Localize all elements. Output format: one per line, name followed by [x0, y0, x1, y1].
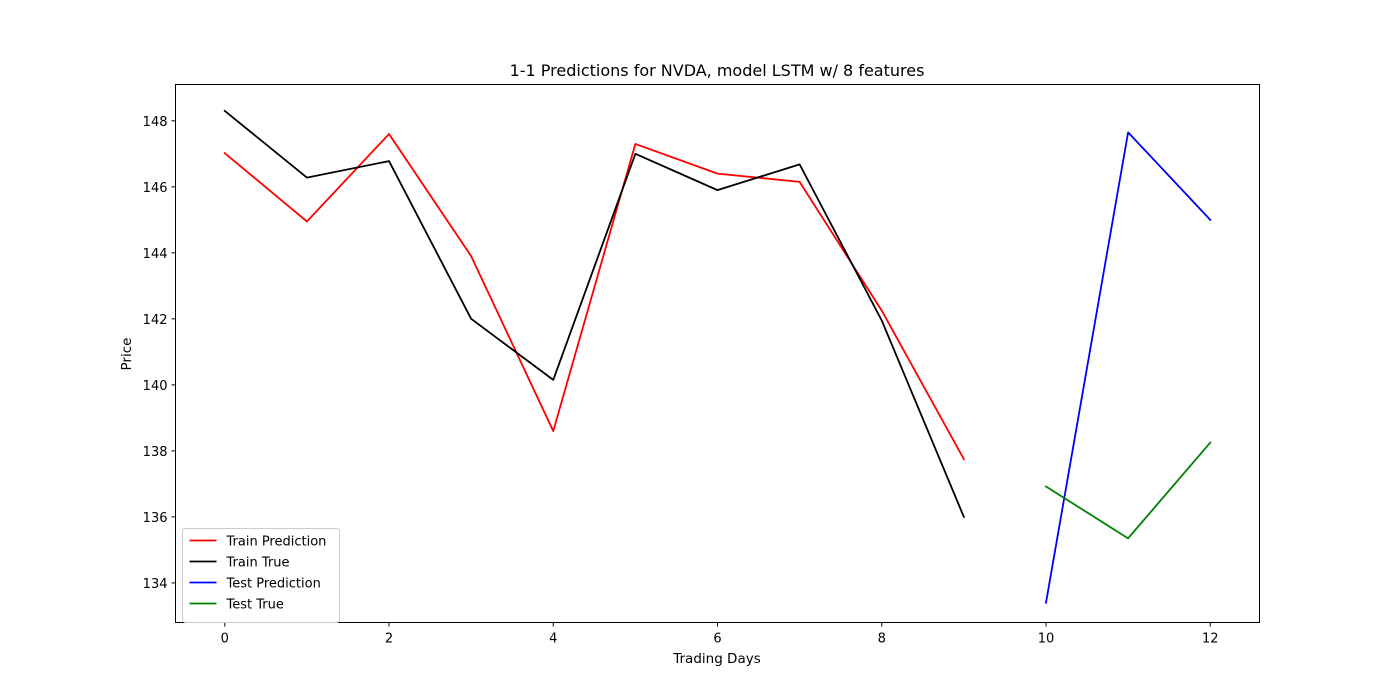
- legend-label-2: Test Prediction: [226, 577, 321, 592]
- y-tick-label: 138: [143, 445, 168, 460]
- legend-label-0: Train Prediction: [226, 535, 327, 550]
- x-tick-label: 12: [1202, 632, 1219, 647]
- y-tick-label: 140: [143, 379, 168, 394]
- y-axis-label: Price: [119, 338, 135, 371]
- legend-label-3: Test True: [226, 598, 284, 613]
- x-tick-label: 4: [549, 632, 557, 647]
- axis-ticks: 0 2 4 6 8 10 12 134 136 138 140 142 144 146 148: [143, 115, 1219, 647]
- y-tick-label: 144: [143, 247, 168, 262]
- legend-label-1: Train True: [226, 556, 290, 571]
- series-layer: [223, 109, 1212, 604]
- legend-box: [182, 528, 340, 623]
- y-tick-label: 134: [143, 577, 168, 592]
- series-line-0: [223, 133, 966, 461]
- x-tick-label: 8: [878, 632, 886, 647]
- y-tick-label: 148: [143, 115, 168, 130]
- legend: Train Prediction Train True Test Predictio…: [182, 528, 340, 623]
- series-line-1: [223, 109, 966, 519]
- x-tick-label: 10: [1038, 632, 1055, 647]
- x-tick-label: 2: [385, 632, 393, 647]
- x-tick-label: 0: [221, 632, 229, 647]
- x-axis-label: Trading Days: [672, 651, 761, 667]
- series-line-3: [1044, 441, 1212, 540]
- y-tick-label: 136: [143, 511, 168, 526]
- series-line-2: [1044, 131, 1212, 604]
- x-tick-label: 6: [713, 632, 721, 647]
- y-tick-label: 142: [143, 313, 168, 328]
- y-tick-label: 146: [143, 181, 168, 196]
- chart-title: 1-1 Predictions for NVDA, model LSTM w/ …: [510, 61, 925, 80]
